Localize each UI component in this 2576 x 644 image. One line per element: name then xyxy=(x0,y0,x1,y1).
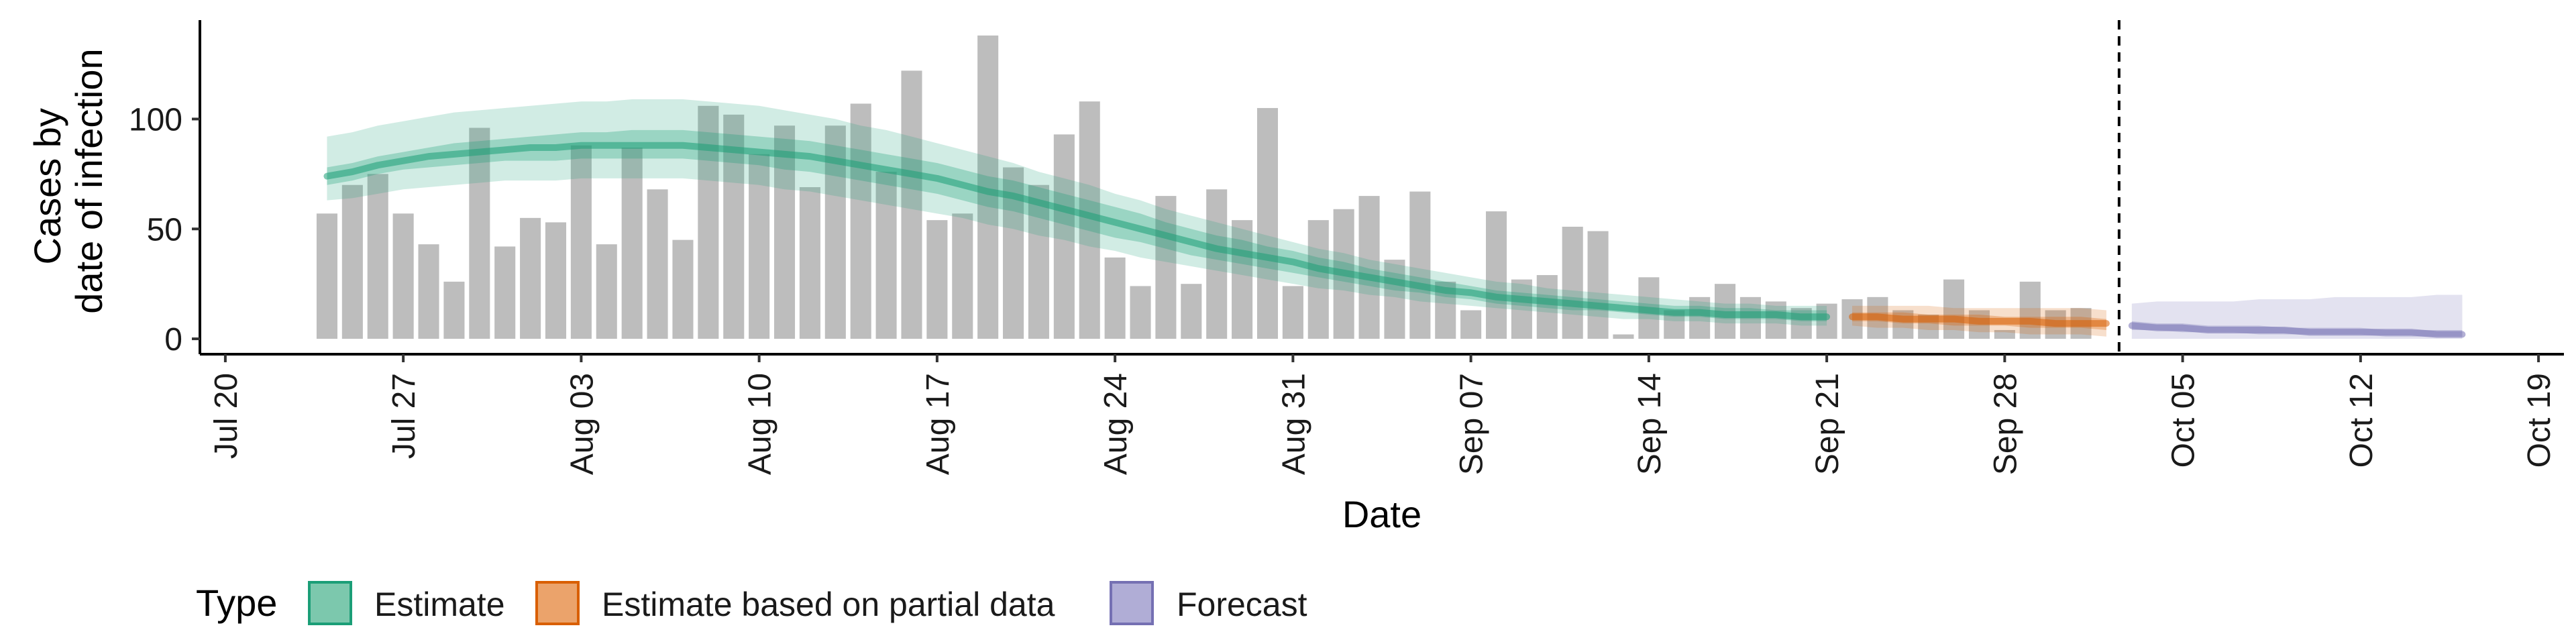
bar xyxy=(1892,310,1914,339)
x-tick-label: Aug 03 xyxy=(564,373,600,475)
legend: Type Estimate Estimate based on partial … xyxy=(196,581,1307,625)
y-axis-title-line-1: Cases by xyxy=(26,108,68,264)
bar xyxy=(2019,281,2041,339)
bar xyxy=(799,187,820,339)
bar xyxy=(1511,279,1532,339)
bar xyxy=(1232,220,1253,339)
bar xyxy=(850,103,871,339)
legend-key-partial xyxy=(535,581,580,625)
bar xyxy=(545,222,567,339)
bar xyxy=(1460,310,1482,339)
y-tick-label: 100 xyxy=(129,102,182,138)
x-axis-title: Date xyxy=(1342,493,1421,535)
bar xyxy=(875,172,897,339)
x-axis: Jul 20 Jul 27 Aug 03 Aug 10 Aug 17 Aug 24 Aug … xyxy=(200,353,2564,535)
bar xyxy=(367,174,388,339)
x-tick-label: Aug 24 xyxy=(1098,373,1134,475)
legend-key-forecast xyxy=(1110,581,1154,625)
band-inner xyxy=(327,129,1827,321)
bar xyxy=(1409,191,1431,339)
bar xyxy=(494,246,516,339)
bar xyxy=(1104,257,1126,339)
x-tick-label: Aug 17 xyxy=(920,373,956,475)
x-tick-label: Oct 12 xyxy=(2344,373,2379,468)
legend-key-estimate xyxy=(308,581,352,625)
y-tick-label: 50 xyxy=(147,212,182,248)
legend-label-partial: Estimate based on partial data xyxy=(602,586,1055,623)
x-tick-label: Jul 27 xyxy=(386,373,422,459)
bar xyxy=(773,125,796,339)
bar xyxy=(1206,189,1228,339)
bar-series xyxy=(316,35,2092,339)
y-axis-title-line-2: date of infection xyxy=(68,48,110,313)
bar xyxy=(469,127,490,339)
x-tick-label: Oct 05 xyxy=(2166,373,2202,468)
bar xyxy=(672,239,694,339)
y-axis-title: Cases by date of infection xyxy=(26,48,110,313)
y-axis: 0 50 100 Cases by date of infection xyxy=(26,20,201,358)
x-tick-label: Aug 10 xyxy=(743,373,778,475)
legend-item-partial: Estimate based on partial data xyxy=(535,581,1055,625)
bar xyxy=(1613,334,1634,339)
bar xyxy=(1536,275,1558,339)
x-tick-label: Sep 21 xyxy=(1810,373,1845,475)
bar xyxy=(1384,260,1405,339)
bar xyxy=(1587,231,1609,339)
bar xyxy=(926,220,948,339)
bar xyxy=(443,281,465,339)
bar xyxy=(1994,329,2015,339)
bar xyxy=(1562,226,1583,339)
bar xyxy=(1155,196,1177,339)
bar xyxy=(1485,211,1507,339)
bar xyxy=(952,213,973,339)
bar xyxy=(1181,284,1202,339)
x-tick-label: Sep 14 xyxy=(1632,373,1668,475)
bar xyxy=(621,148,643,339)
bar xyxy=(749,154,770,339)
bar xyxy=(570,145,592,339)
x-tick-label: Oct 19 xyxy=(2522,373,2557,468)
bar xyxy=(341,184,363,339)
bar xyxy=(1358,196,1380,339)
bar xyxy=(1053,134,1075,339)
bar xyxy=(520,217,541,339)
bar xyxy=(647,189,668,339)
bar xyxy=(1943,279,1965,339)
y-ticks: 0 50 100 xyxy=(129,102,200,358)
bar xyxy=(1689,297,1711,339)
x-ticks: Jul 20 Jul 27 Aug 03 Aug 10 Aug 17 Aug 24 Aug … xyxy=(209,354,2557,475)
median-line xyxy=(1849,313,2110,327)
bar xyxy=(1282,286,1303,339)
legend-item-forecast: Forecast xyxy=(1110,581,1307,625)
x-tick-label: Sep 28 xyxy=(1988,373,2023,475)
bar xyxy=(316,213,337,339)
median-line xyxy=(2128,322,2466,338)
bar xyxy=(1307,220,1329,339)
bar xyxy=(1765,301,1786,339)
bar xyxy=(1028,184,1049,339)
bar xyxy=(1816,303,1837,339)
y-tick-label: 0 xyxy=(164,322,182,358)
x-tick-label: Jul 20 xyxy=(209,373,244,459)
bar xyxy=(901,70,922,339)
plot-area xyxy=(316,20,2466,354)
median-line xyxy=(323,142,1831,321)
bar xyxy=(1256,108,1279,339)
legend-label-estimate: Estimate xyxy=(374,586,505,623)
bar xyxy=(596,244,617,339)
bar xyxy=(1130,286,1151,339)
legend-title: Type xyxy=(196,582,277,624)
legend-item-estimate: Estimate xyxy=(308,581,505,625)
x-tick-label: Sep 07 xyxy=(1454,373,1490,475)
x-tick-label: Aug 31 xyxy=(1276,373,1311,475)
legend-label-forecast: Forecast xyxy=(1177,586,1307,623)
bar xyxy=(392,213,414,339)
bar xyxy=(418,244,439,339)
median-lines xyxy=(323,142,2466,338)
